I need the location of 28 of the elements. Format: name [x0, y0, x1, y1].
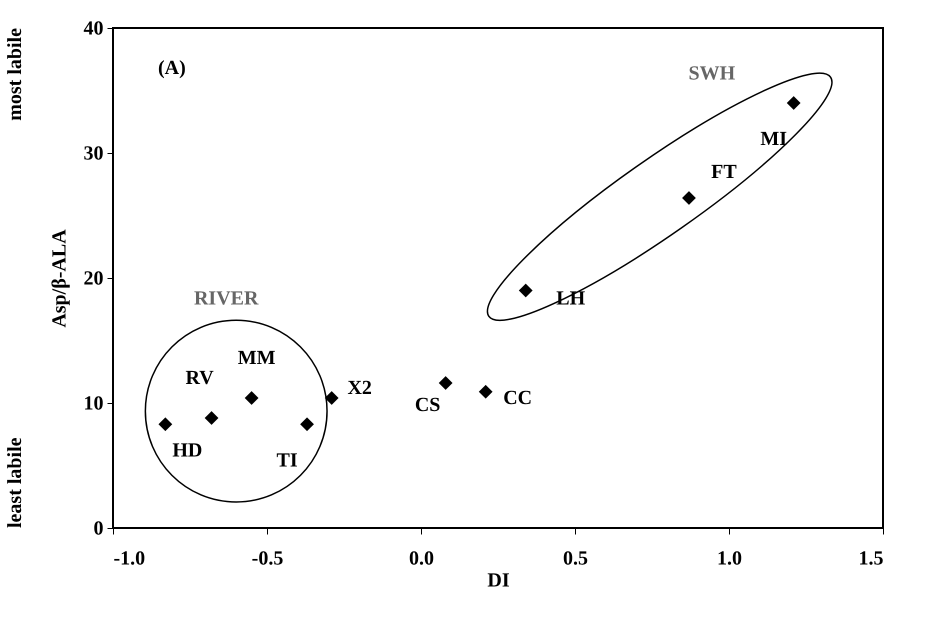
x-tick-label: -0.5: [252, 548, 284, 570]
annotation: MM: [238, 347, 276, 369]
annotation: FT: [711, 161, 738, 183]
annotation: (A): [158, 57, 186, 79]
annotation: CS: [414, 394, 440, 416]
text: least labile: [4, 437, 26, 528]
y-tick-label: 40: [84, 18, 104, 40]
annotation: RV: [185, 367, 214, 389]
annotation: SWH: [688, 62, 736, 85]
annotation: MI: [760, 128, 788, 150]
text: most labile: [4, 28, 26, 121]
x-axis-title: DI: [487, 570, 510, 592]
y-tick-label: 10: [84, 392, 104, 414]
x-tick-label: -1.0: [114, 548, 146, 570]
annotation: LH: [556, 288, 586, 310]
annotation: TI: [276, 449, 298, 472]
y-tick-label: 20: [84, 268, 104, 290]
annotation: HD: [172, 439, 202, 462]
annotation: CC: [503, 386, 532, 409]
y-tick-label: 0: [94, 518, 104, 540]
annotation: X2: [347, 377, 372, 399]
x-tick-label: 1.0: [717, 548, 742, 570]
x-tick-label: 1.5: [858, 548, 884, 570]
x-tick-label: 0.5: [563, 548, 588, 570]
annotation: RIVER: [194, 287, 259, 310]
y-axis-title: Asp/β-ALA: [48, 228, 70, 328]
x-tick-label: 0.0: [409, 548, 434, 570]
y-tick-label: 30: [84, 142, 104, 164]
